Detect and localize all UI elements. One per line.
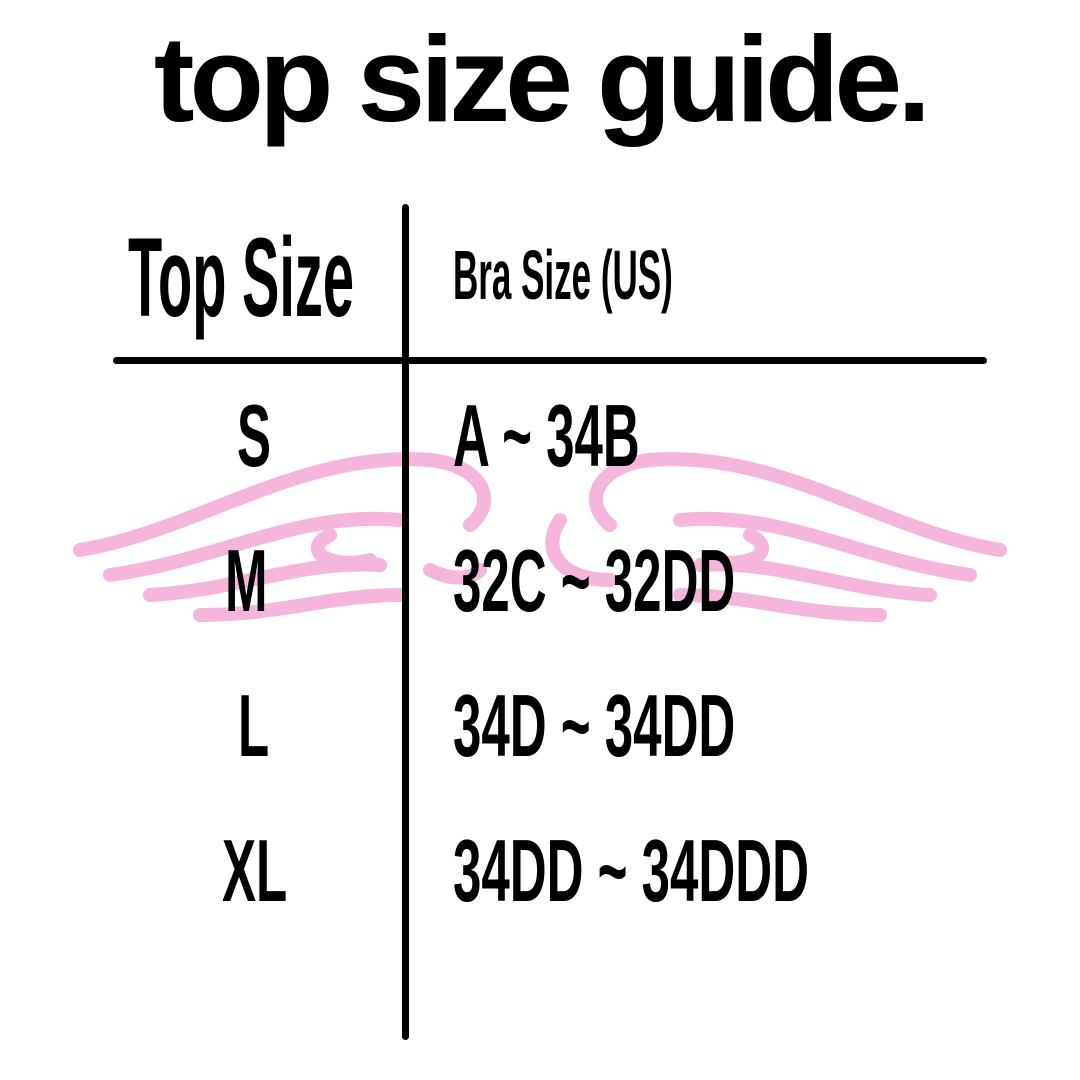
angel-wings-icon (73, 452, 1007, 622)
header-bra-size: Bra Size (US) (453, 236, 673, 314)
header-divider (113, 357, 987, 364)
page-title: top size guide. (153, 11, 931, 147)
bra-size-cell: A ~ 34B (453, 386, 640, 485)
top-size-cell: XL (222, 821, 288, 920)
column-divider (402, 204, 409, 1040)
top-size-cell: L (238, 676, 270, 775)
bra-size-cell: 34DD ~ 34DDD (453, 821, 810, 920)
bra-size-cell: 32C ~ 32DD (453, 531, 736, 630)
header-top-size: Top Size (128, 215, 355, 340)
top-size-cell: S (237, 386, 272, 485)
bra-size-cell: 34D ~ 34DD (453, 676, 736, 775)
top-size-cell: M (225, 531, 268, 630)
